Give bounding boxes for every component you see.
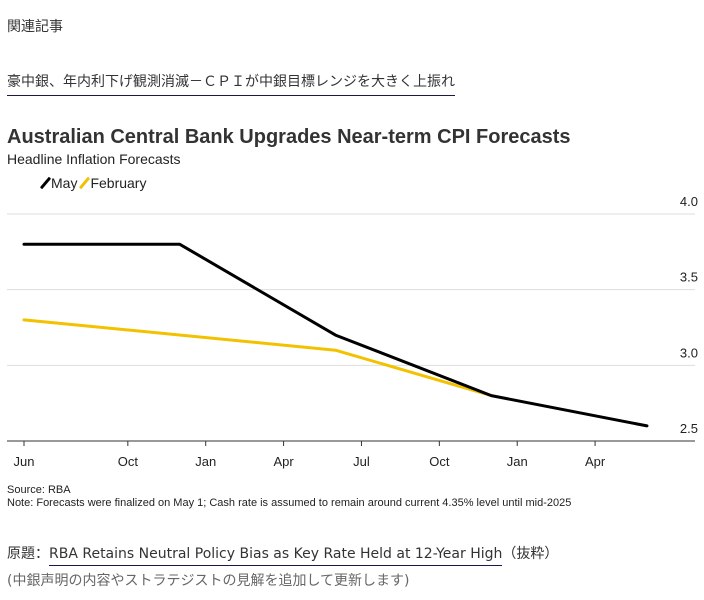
y-tick-label: 2.5	[680, 421, 698, 436]
original-suffix: （抜粋）	[502, 546, 559, 562]
x-tick-label: Apr	[585, 454, 606, 469]
x-tick-label: Oct	[118, 454, 139, 469]
original-prefix: 原題：	[7, 546, 49, 562]
x-tick-label: Jan	[195, 454, 216, 469]
chart-legend: May February	[39, 175, 148, 191]
source-text: Source: RBA	[7, 484, 71, 496]
gridlines	[7, 213, 695, 366]
related-article-link[interactable]: 豪中銀、年内利下げ観測消滅－ＣＰＩが中銀目標レンジを大きく上振れ	[7, 71, 455, 96]
legend-item-may: May	[39, 175, 78, 191]
chart-source: Source: RBA Note: Forecasts were finaliz…	[7, 484, 571, 510]
update-note: (中銀声明の内容やストラテジストの見解を追加して更新します)	[7, 573, 410, 589]
related-articles-label: 関連記事	[7, 19, 63, 35]
series-line-may	[22, 242, 649, 428]
x-tick-label: Oct	[429, 454, 450, 469]
y-tick-label: 3.0	[680, 345, 698, 360]
x-tick-label: Jan	[507, 454, 528, 469]
series-lines	[22, 242, 649, 428]
line-chart: Jun Oct Jan Apr Jul Oct Jan Apr 4.0 3.5 3.0 2.5	[7, 194, 698, 469]
legend-item-february: February	[79, 175, 147, 191]
note-text: Note: Forecasts were finalized on May 1;…	[7, 497, 572, 509]
series-line-february	[22, 318, 493, 398]
chart-title: Australian Central Bank Upgrades Near-te…	[7, 126, 571, 148]
x-tick-label: Apr	[273, 454, 294, 469]
original-article-link[interactable]: RBA Retains Neutral Policy Bias as Key R…	[49, 546, 503, 566]
y-tick-label: 4.0	[680, 194, 698, 209]
x-tick-label: Jun	[14, 454, 35, 469]
legend-swatch-may	[39, 176, 52, 190]
original-title: 原題：RBA Retains Neutral Policy Bias as Ke…	[7, 543, 559, 566]
legend-label-february: February	[90, 175, 147, 191]
x-tick-label: Jul	[353, 454, 370, 469]
y-axis-labels: 4.0 3.5 3.0 2.5	[680, 194, 698, 436]
legend-label-may: May	[51, 175, 78, 191]
y-tick-label: 3.5	[680, 270, 698, 285]
x-axis: Jun Oct Jan Apr Jul Oct Jan Apr	[7, 440, 695, 469]
chart-subtitle: Headline Inflation Forecasts	[7, 151, 181, 167]
legend-swatch-february	[79, 176, 91, 190]
